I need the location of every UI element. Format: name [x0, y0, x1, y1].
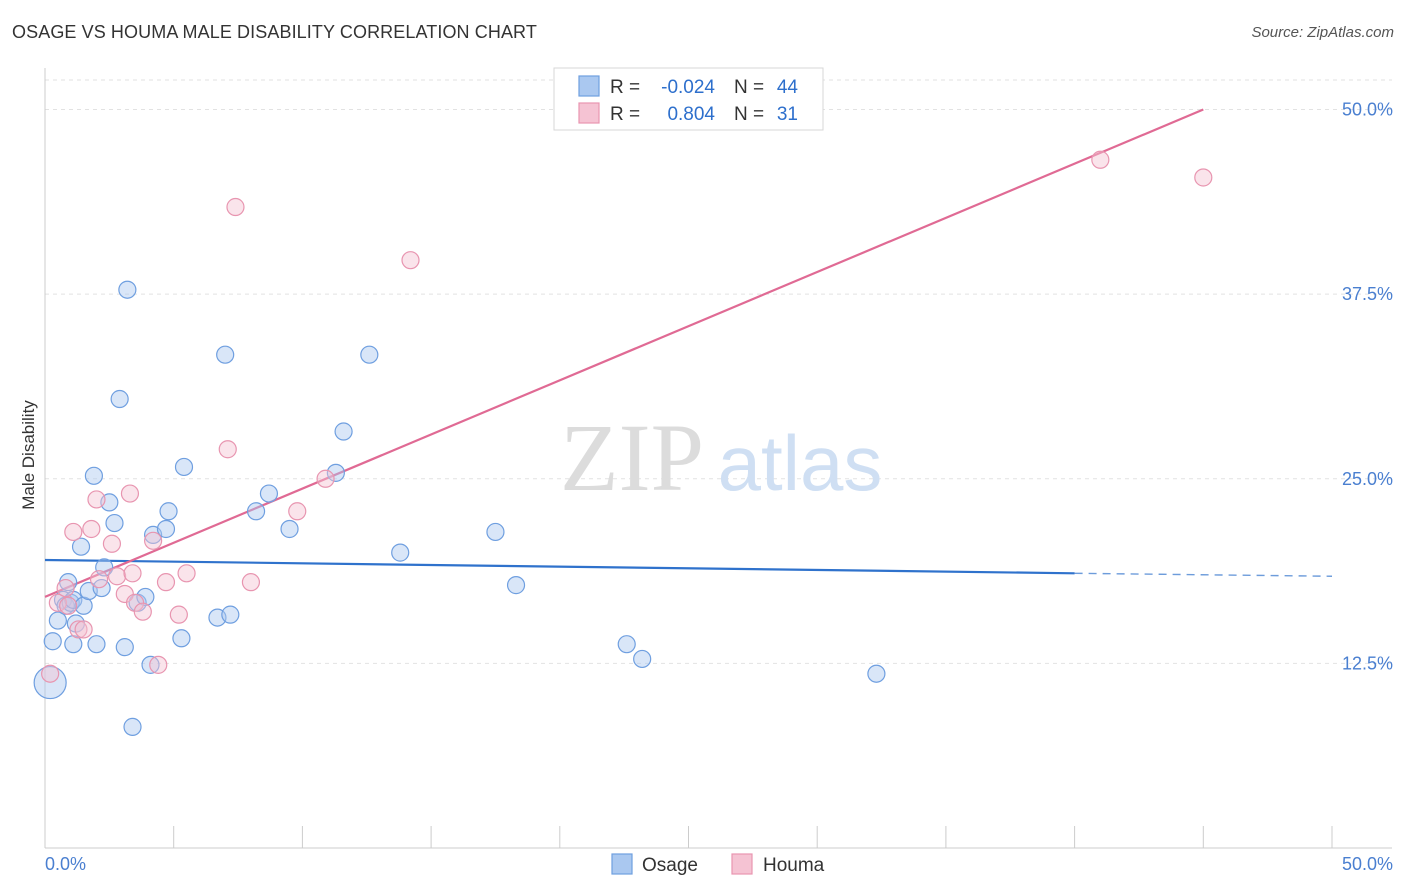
houma-point [401, 251, 420, 270]
osage-point [141, 655, 160, 674]
osage-point [71, 537, 91, 556]
osage-point [280, 519, 299, 539]
osage-point [87, 635, 106, 654]
houma-point [59, 596, 78, 615]
osage-point [136, 587, 155, 607]
houma-point [218, 440, 237, 459]
houma-point [226, 197, 245, 217]
y-tick-label: 37.5% [1342, 284, 1393, 304]
houma-r-value: 0.804 [667, 104, 715, 125]
osage-point [84, 466, 104, 485]
houma-point [102, 534, 122, 553]
points-layer [33, 150, 1213, 736]
houma-point [133, 602, 152, 621]
osage-point [216, 345, 235, 364]
osage-n-value: 44 [777, 77, 799, 98]
osage-point [617, 635, 636, 654]
osage-point [172, 629, 191, 648]
houma-point [288, 502, 307, 521]
osage-point [259, 484, 279, 503]
osage-swatch [578, 75, 600, 97]
houma-point [1194, 168, 1213, 187]
houma-point [120, 484, 140, 503]
houma-point [123, 564, 142, 583]
houma-n-value: 31 [777, 104, 798, 125]
osage-point [123, 717, 142, 736]
osage-point [486, 522, 505, 542]
houma-point [48, 593, 67, 612]
houma-point [64, 522, 83, 542]
houma-point [1091, 150, 1110, 169]
houma-point [316, 469, 335, 488]
osage-point [867, 664, 886, 683]
houma-point [169, 605, 188, 624]
stats-legend: R = -0.024 N = 44 R = 0.804 N = 31 [553, 67, 824, 131]
axis-layer [44, 68, 1392, 849]
legend-osage-label: Osage [642, 855, 698, 876]
osage-point [110, 389, 129, 409]
watermark-atlas: atlas [718, 419, 883, 507]
houma-point [82, 519, 101, 539]
x-tick-label: 0.0% [45, 854, 86, 874]
osage-point [326, 463, 345, 482]
osage-point [221, 605, 240, 624]
y-tick-label: 25.0% [1342, 469, 1393, 489]
houma-points [41, 150, 1213, 683]
legend-houma-swatch [731, 853, 753, 875]
x-tick-label: 50.0% [1342, 854, 1393, 874]
houma-point [107, 567, 127, 586]
osage-point [246, 502, 266, 521]
osage-point [360, 345, 379, 364]
legend-houma-label: Houma [763, 855, 825, 876]
osage-point [48, 611, 67, 630]
osage-point [95, 558, 114, 577]
osage-n-label: N = [734, 77, 764, 98]
watermark: ZIP atlas [560, 404, 882, 511]
osage-point [391, 543, 410, 562]
houma-point [87, 490, 106, 509]
chart-title: OSAGE VS HOUMA MALE DISABILITY CORRELATI… [12, 22, 537, 42]
houma-trend-line [44, 108, 1204, 598]
osage-r-value: -0.024 [661, 77, 715, 98]
source-label: Source: ZipAtlas.com [1251, 24, 1394, 41]
houma-point [89, 570, 109, 589]
osage-point [334, 422, 353, 441]
tick-labels: 12.5% 25.0% 37.5% 50.0% 0.0% 50.0% [45, 100, 1393, 874]
series-legend: Osage Houma [611, 853, 825, 876]
houma-point [74, 620, 93, 639]
osage-point [43, 632, 62, 651]
osage-point [115, 638, 134, 657]
houma-point [41, 664, 60, 683]
legend-osage-swatch [611, 853, 633, 875]
osage-point [506, 576, 526, 595]
osage-point [633, 649, 652, 669]
osage-point [118, 280, 137, 299]
y-tick-label: 12.5% [1342, 653, 1393, 673]
osage-trend-extension [1074, 572, 1333, 577]
y-axis-label: Male Disability [19, 400, 38, 510]
houma-point [144, 531, 163, 550]
trend-layer [44, 108, 1333, 598]
osage-point [174, 457, 194, 477]
houma-point [149, 655, 168, 674]
y-tick-label: 50.0% [1342, 100, 1393, 120]
osage-point [159, 502, 178, 521]
watermark-zip: ZIP [560, 404, 704, 511]
houma-point [69, 620, 88, 639]
houma-n-label: N = [734, 104, 764, 125]
houma-point [177, 564, 196, 583]
osage-point [105, 513, 124, 533]
houma-swatch [578, 102, 600, 124]
houma-point [241, 573, 261, 592]
osage-r-label: R = [610, 77, 640, 98]
houma-point [56, 578, 75, 598]
osage-point [156, 519, 176, 539]
houma-r-label: R = [610, 104, 640, 125]
osage-trend-line [44, 558, 1075, 575]
houma-point [156, 573, 176, 592]
